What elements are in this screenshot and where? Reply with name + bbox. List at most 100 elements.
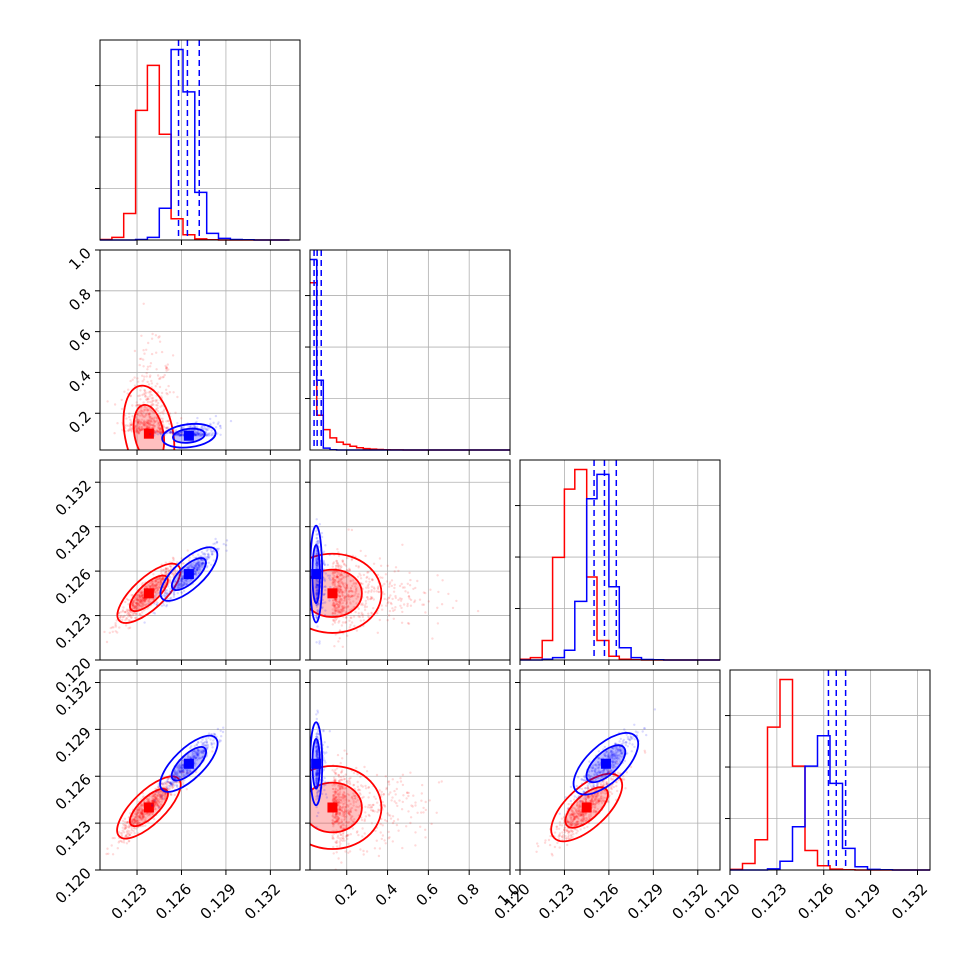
scatter-point: [399, 604, 402, 607]
scatter-point: [156, 800, 159, 803]
scatter-point: [174, 776, 177, 780]
scatter-point: [149, 584, 152, 588]
scatter-point: [151, 582, 154, 585]
scatter-point: [144, 395, 147, 398]
scatter-point: [385, 604, 388, 607]
scatter-point: [331, 570, 334, 573]
scatter-point: [369, 597, 373, 600]
scatter-point: [177, 579, 180, 583]
scatter-point: [146, 586, 149, 589]
scatter-point: [337, 818, 340, 821]
scatter-point: [361, 582, 364, 586]
scatter-point: [316, 589, 319, 592]
scatter-point: [149, 422, 152, 426]
scatter-point: [124, 823, 127, 827]
scatter-point: [160, 572, 163, 575]
scatter-point: [181, 764, 184, 767]
scatter-point: [123, 828, 126, 831]
scatter-point: [315, 563, 318, 566]
scatter-point: [186, 566, 189, 569]
scatter-point: [148, 417, 152, 420]
scatter-point: [159, 581, 162, 584]
scatter-point: [408, 597, 411, 600]
scatter-point: [132, 604, 135, 607]
scatter-point: [315, 754, 318, 758]
scatter-point: [332, 611, 335, 614]
scatter-point: [167, 569, 170, 572]
scatter-point: [337, 581, 340, 584]
scatter-point: [343, 563, 346, 566]
scatter-point: [342, 584, 345, 587]
scatter-point: [314, 557, 318, 561]
scatter-point: [352, 594, 355, 597]
scatter-point: [392, 819, 396, 823]
scatter-point: [142, 601, 145, 604]
scatter-point: [607, 769, 610, 772]
scatter-point: [385, 786, 388, 790]
scatter-point: [338, 801, 341, 804]
scatter-point: [409, 771, 412, 774]
scatter-point: [139, 816, 142, 819]
scatter-point: [130, 616, 133, 619]
scatter-point: [352, 582, 355, 586]
scatter-point: [135, 596, 138, 600]
scatter-point: [334, 580, 337, 583]
scatter-point: [371, 803, 375, 807]
scatter-point: [171, 782, 175, 785]
scatter-point: [195, 756, 198, 760]
scatter-point: [336, 570, 339, 573]
scatter-point: [169, 591, 173, 595]
scatter-point: [135, 814, 138, 818]
scatter-point: [315, 603, 318, 606]
scatter-point: [315, 583, 318, 587]
scatter-point: [350, 595, 354, 598]
scatter-point: [315, 533, 318, 536]
scatter-point: [157, 421, 160, 425]
scatter-point: [413, 600, 416, 604]
scatter-point: [148, 433, 152, 436]
scatter-point: [153, 793, 157, 796]
scatter-point: [201, 755, 205, 758]
scatter-point: [202, 741, 206, 745]
scatter-point: [196, 562, 199, 565]
scatter-point: [165, 572, 169, 576]
scatter-point: [180, 577, 183, 580]
scatter-point: [164, 792, 167, 795]
scatter-point: [129, 394, 132, 397]
scatter-point: [335, 606, 338, 609]
scatter-point: [323, 562, 326, 565]
scatter-point: [145, 422, 149, 425]
scatter-point: [193, 749, 196, 753]
scatter-point: [163, 373, 166, 377]
scatter-point: [336, 588, 340, 591]
scatter-point: [133, 816, 137, 819]
scatter-point: [378, 557, 382, 560]
scatter-point: [342, 803, 345, 806]
scatter-point: [155, 403, 158, 407]
scatter-point: [145, 426, 149, 429]
scatter-point: [351, 827, 354, 830]
scatter-point: [392, 617, 395, 620]
scatter-point: [315, 553, 318, 556]
scatter-point: [338, 610, 342, 614]
scatter-point: [447, 592, 450, 596]
scatter-point: [338, 619, 341, 623]
scatter-point: [399, 780, 403, 783]
scatter-point: [316, 563, 319, 567]
scatter-point: [340, 574, 344, 577]
scatter-point: [146, 380, 149, 384]
scatter-point: [316, 591, 319, 594]
scatter-point: [156, 578, 159, 581]
scatter-point: [337, 590, 340, 594]
scatter-point: [197, 565, 200, 568]
scatter-point: [146, 814, 149, 817]
scatter-point: [177, 765, 180, 768]
scatter-point: [201, 553, 205, 556]
scatter-point: [367, 586, 370, 589]
scatter-point: [338, 799, 341, 802]
scatter-point: [357, 612, 360, 615]
scatter-point: [193, 759, 197, 762]
pair-panel-p0-p3: 0.123 0.126 0.129 0.1320.1200.1230.1260.129…: [52, 669, 301, 923]
scatter-point: [170, 782, 173, 785]
scatter-point: [139, 811, 142, 814]
